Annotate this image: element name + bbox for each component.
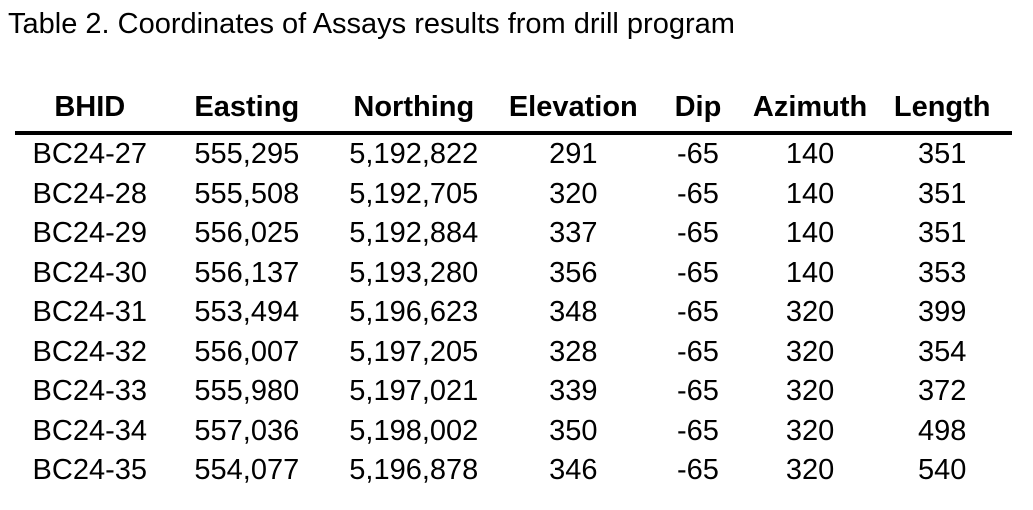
cell-easting: 557,036 (194, 414, 300, 447)
table-row: BC24-28 555,508 5,192,705 320 -65 140 351 (15, 174, 1012, 214)
cell-northing: 5,197,205 (349, 335, 479, 368)
cell-northing: 5,196,878 (349, 454, 479, 487)
cell-azimuth: 140 (785, 177, 835, 210)
cell-bhid: BC24-30 (32, 256, 147, 289)
column-header-easting: Easting (164, 90, 330, 135)
cell-dip: -65 (676, 217, 719, 250)
cell-easting: 556,025 (194, 217, 300, 250)
cell-bhid: BC24-32 (32, 335, 147, 368)
cell-easting: 555,295 (194, 138, 300, 171)
cell-elevation: 356 (549, 256, 598, 289)
cell-elevation: 350 (549, 414, 598, 447)
cell-length: 351 (918, 217, 967, 250)
cell-azimuth: 140 (785, 217, 835, 250)
cell-dip: -65 (676, 296, 719, 329)
table-row: BC24-31 553,494 5,196,623 348 -65 320 399 (15, 293, 1012, 333)
cell-northing: 5,193,280 (349, 256, 479, 289)
column-header-bhid: BHID (15, 90, 165, 135)
column-header-northing: Northing (329, 90, 499, 135)
cell-bhid: BC24-28 (32, 177, 147, 210)
cell-easting: 554,077 (194, 454, 300, 487)
table-row: BC24-34 557,036 5,198,002 350 -65 320 498 (15, 411, 1012, 451)
cell-northing: 5,192,822 (349, 138, 479, 171)
cell-bhid: BC24-35 (32, 454, 147, 487)
cell-elevation: 337 (549, 217, 598, 250)
cell-bhid: BC24-27 (32, 138, 147, 171)
cell-northing: 5,198,002 (349, 414, 479, 447)
cell-easting: 553,494 (194, 296, 300, 329)
cell-easting: 555,980 (194, 375, 300, 408)
cell-elevation: 291 (549, 138, 598, 171)
table-head: BHID Easting Northing Elevation Dip Azimuth Le… (15, 90, 1012, 135)
cell-northing: 5,192,884 (349, 217, 479, 250)
cell-length: 498 (918, 414, 967, 447)
cell-dip: -65 (676, 177, 719, 210)
cell-length: 353 (918, 256, 967, 289)
cell-elevation: 320 (549, 177, 598, 210)
column-header-azimuth: Azimuth (747, 90, 873, 135)
cell-elevation: 348 (549, 296, 598, 329)
cell-bhid: BC24-31 (32, 296, 147, 329)
cell-northing: 5,192,705 (349, 177, 479, 210)
cell-azimuth: 320 (785, 335, 835, 368)
cell-elevation: 339 (549, 375, 598, 408)
table-title: Table 2. Coordinates of Assays results f… (8, 8, 735, 40)
table-row: BC24-27 555,295 5,192,822 291 -65 140 351 (15, 133, 1012, 175)
cell-length: 399 (918, 296, 967, 329)
cell-easting: 556,137 (194, 256, 300, 289)
cell-dip: -65 (676, 454, 719, 487)
cell-azimuth: 320 (785, 454, 835, 487)
cell-dip: -65 (676, 375, 719, 408)
cell-azimuth: 140 (785, 138, 835, 171)
cell-northing: 5,196,623 (349, 296, 479, 329)
cell-length: 351 (918, 138, 967, 171)
table-row: BC24-29 556,025 5,192,884 337 -65 140 351 (15, 214, 1012, 254)
assay-coordinates-table: BHID Easting Northing Elevation Dip Azimuth Le… (15, 90, 1012, 491)
cell-length: 351 (918, 177, 967, 210)
column-header-dip: Dip (648, 90, 748, 135)
table-row: BC24-35 554,077 5,196,878 346 -65 320 540 (15, 451, 1012, 491)
cell-bhid: BC24-33 (32, 375, 147, 408)
column-header-elevation: Elevation (498, 90, 649, 135)
cell-dip: -65 (676, 335, 719, 368)
table-row: BC24-33 555,980 5,197,021 339 -65 320 372 (15, 372, 1012, 412)
table-row: BC24-32 556,007 5,197,205 328 -65 320 354 (15, 332, 1012, 372)
cell-length: 372 (918, 375, 967, 408)
cell-length: 354 (918, 335, 967, 368)
cell-azimuth: 320 (785, 296, 835, 329)
table-row: BC24-30 556,137 5,193,280 356 -65 140 353 (15, 253, 1012, 293)
cell-northing: 5,197,021 (349, 375, 479, 408)
cell-dip: -65 (676, 256, 719, 289)
cell-elevation: 346 (549, 454, 598, 487)
cell-elevation: 328 (549, 335, 598, 368)
cell-azimuth: 320 (785, 414, 835, 447)
cell-easting: 555,508 (194, 177, 300, 210)
cell-azimuth: 320 (785, 375, 835, 408)
column-header-length: Length (872, 90, 1012, 135)
cell-dip: -65 (676, 414, 719, 447)
cell-length: 540 (918, 454, 967, 487)
cell-dip: -65 (676, 138, 719, 171)
cell-bhid: BC24-34 (32, 414, 147, 447)
table-body: BC24-27 555,295 5,192,822 291 -65 140 351 BC24-… (15, 133, 1012, 491)
cell-easting: 556,007 (194, 335, 300, 368)
cell-azimuth: 140 (785, 256, 835, 289)
header-row: BHID Easting Northing Elevation Dip Azimuth Le… (15, 90, 1012, 135)
cell-bhid: BC24-29 (32, 217, 147, 250)
